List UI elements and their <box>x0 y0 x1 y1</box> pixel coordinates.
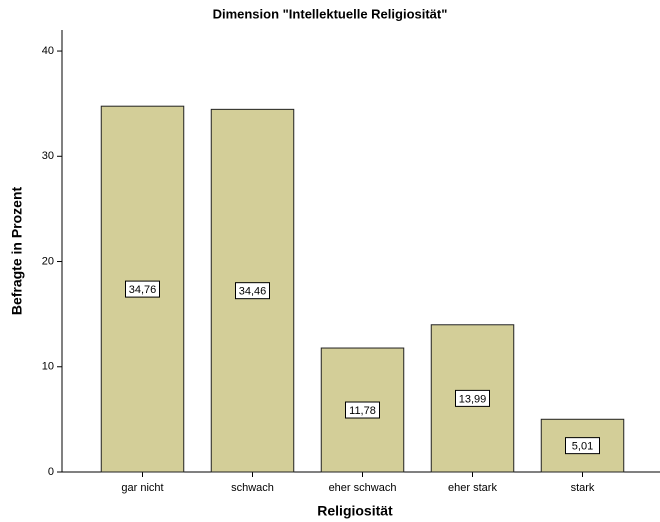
x-tick-label: eher stark <box>448 482 497 494</box>
y-axis-title: Befragte in Prozent <box>9 186 25 315</box>
x-tick-label: gar nicht <box>121 482 163 494</box>
x-tick-label: schwach <box>231 482 274 494</box>
x-tick-label: stark <box>571 482 595 494</box>
x-axis-title: Religiosität <box>317 503 393 519</box>
y-tick-label: 20 <box>42 255 54 267</box>
value-label-box <box>565 437 600 455</box>
y-tick-label: 40 <box>42 45 54 57</box>
value-label-box <box>455 389 490 407</box>
value-label: 11,78 <box>349 405 376 417</box>
value-label: 34,76 <box>129 284 157 296</box>
y-tick-label: 30 <box>42 150 54 162</box>
value-label: 34,46 <box>239 286 267 298</box>
value-label: 5,01 <box>572 441 593 453</box>
value-label-box <box>235 282 270 300</box>
chart-title: Dimension "Intellektuelle Religiosität" <box>213 6 448 21</box>
y-tick-label: 0 <box>48 466 54 478</box>
x-tick-label: eher schwach <box>329 482 397 494</box>
value-label-box <box>345 401 380 419</box>
value-label-box <box>125 280 160 298</box>
y-tick-label: 10 <box>42 361 54 373</box>
value-label: 13,99 <box>459 393 487 405</box>
